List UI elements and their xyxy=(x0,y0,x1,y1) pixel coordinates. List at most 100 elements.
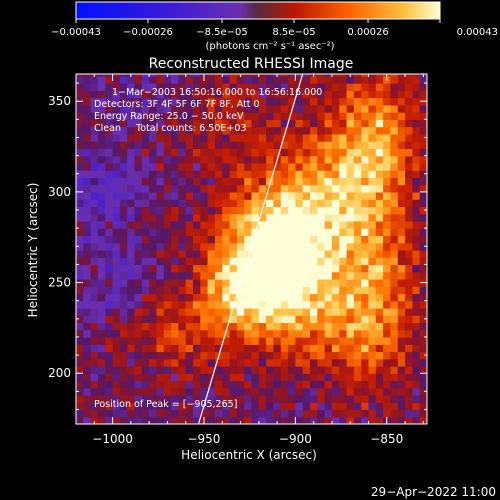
heatmap-cell xyxy=(324,228,333,236)
heatmap-cell xyxy=(90,141,99,149)
heatmap-cell xyxy=(280,387,289,396)
heatmap-cell xyxy=(207,286,216,295)
heatmap-cell xyxy=(375,257,384,266)
heatmap-cell xyxy=(97,257,106,266)
heatmap-cell xyxy=(149,104,157,113)
heatmap-cell xyxy=(185,162,194,171)
heatmap-cell xyxy=(200,307,209,316)
heatmap-cell xyxy=(200,220,209,229)
heatmap-cell xyxy=(156,366,165,374)
heatmap-cell xyxy=(200,366,209,374)
heatmap-cell xyxy=(295,395,304,403)
heatmap-cell xyxy=(251,271,260,280)
heatmap-cell xyxy=(258,286,267,295)
heatmap-cell xyxy=(324,177,333,186)
heatmap-cell xyxy=(419,90,427,99)
heatmap-cell xyxy=(76,155,84,164)
heatmap-cell xyxy=(193,220,201,229)
heatmap-cell xyxy=(383,191,391,200)
heatmap-cell xyxy=(171,213,179,222)
heatmap-cell xyxy=(251,264,260,273)
heatmap-cell xyxy=(251,300,260,309)
heatmap-cell xyxy=(76,329,84,338)
heatmap-cell xyxy=(163,155,172,164)
heatmap-cell xyxy=(383,322,391,331)
heatmap-cell xyxy=(229,409,238,418)
heatmap-cell xyxy=(185,112,194,120)
heatmap-cell xyxy=(193,322,201,331)
heatmap-cell xyxy=(185,380,194,389)
heatmap-cell xyxy=(310,170,318,178)
heatmap-cell xyxy=(317,97,326,106)
heatmap-cell xyxy=(405,191,413,200)
heatmap-cell xyxy=(244,90,253,99)
heatmap-cell xyxy=(302,155,311,164)
heatmap-cell xyxy=(375,191,384,200)
heatmap-cell xyxy=(397,184,406,193)
heatmap-cell xyxy=(361,148,370,157)
heatmap-cell xyxy=(163,300,172,309)
heatmap-cell xyxy=(193,74,201,77)
heatmap-cell xyxy=(383,257,391,266)
heatmap-cell xyxy=(412,249,421,258)
heatmap-cell xyxy=(361,133,370,142)
heatmap-cell xyxy=(149,278,157,287)
heatmap-cell xyxy=(178,206,187,215)
heatmap-cell xyxy=(244,416,253,424)
heatmap-cell xyxy=(324,286,333,295)
heatmap-cell xyxy=(229,307,238,316)
heatmap-cell xyxy=(412,387,421,396)
heatmap-cell xyxy=(76,380,84,389)
heatmap-cell xyxy=(178,191,187,200)
heatmap-cell xyxy=(90,257,99,266)
heatmap-cell xyxy=(405,257,413,266)
heatmap-cell xyxy=(317,170,326,178)
heatmap-cell xyxy=(361,83,370,91)
heatmap-cell xyxy=(105,409,114,418)
heatmap-cell xyxy=(163,133,172,142)
heatmap-cell xyxy=(317,155,326,164)
heatmap-cell xyxy=(251,119,260,128)
heatmap-cell xyxy=(317,75,326,84)
heatmap-cell xyxy=(105,191,114,200)
heatmap-cell xyxy=(105,83,114,91)
heatmap-cell xyxy=(163,271,172,280)
heatmap-cell xyxy=(178,133,187,142)
heatmap-cell xyxy=(149,351,157,360)
heatmap-cell xyxy=(368,329,377,338)
heatmap-cell xyxy=(258,104,267,113)
heatmap-cell xyxy=(171,249,179,258)
heatmap-cell xyxy=(171,264,179,273)
heatmap-cell xyxy=(178,337,187,345)
heatmap-cell xyxy=(112,228,121,236)
heatmap-cell xyxy=(149,387,157,396)
peak-position-text: Position of Peak = [−905,265] xyxy=(94,399,237,410)
heatmap-cell xyxy=(251,220,260,229)
clean-counts-text: Clean Total counts: 6.50E+03 xyxy=(94,123,246,134)
heatmap-cell xyxy=(310,402,318,411)
heatmap-cell xyxy=(97,264,106,273)
heatmap-cell xyxy=(90,199,99,207)
heatmap-cell xyxy=(200,249,209,258)
heatmap-cell xyxy=(288,220,296,229)
heatmap-cell xyxy=(119,387,128,396)
heatmap-cell xyxy=(156,97,165,106)
heatmap-cell xyxy=(383,402,391,411)
heatmap-cell xyxy=(200,148,209,157)
heatmap-cell xyxy=(339,126,348,135)
heatmap-cell xyxy=(229,315,238,324)
heatmap-cell xyxy=(236,126,245,135)
heatmap-cell xyxy=(97,162,106,171)
heatmap-cell xyxy=(171,112,179,120)
heatmap-cell xyxy=(302,271,311,280)
heatmap-cell xyxy=(141,148,150,157)
heatmap-cell xyxy=(178,271,187,280)
heatmap-cell xyxy=(163,366,172,374)
heatmap-cell xyxy=(353,344,362,353)
heatmap-cell xyxy=(214,329,223,338)
heatmap-cell xyxy=(97,191,106,200)
heatmap-cell xyxy=(383,395,391,403)
heatmap-cell xyxy=(251,75,260,84)
heatmap-cell xyxy=(405,373,413,382)
heatmap-cell xyxy=(405,278,413,287)
